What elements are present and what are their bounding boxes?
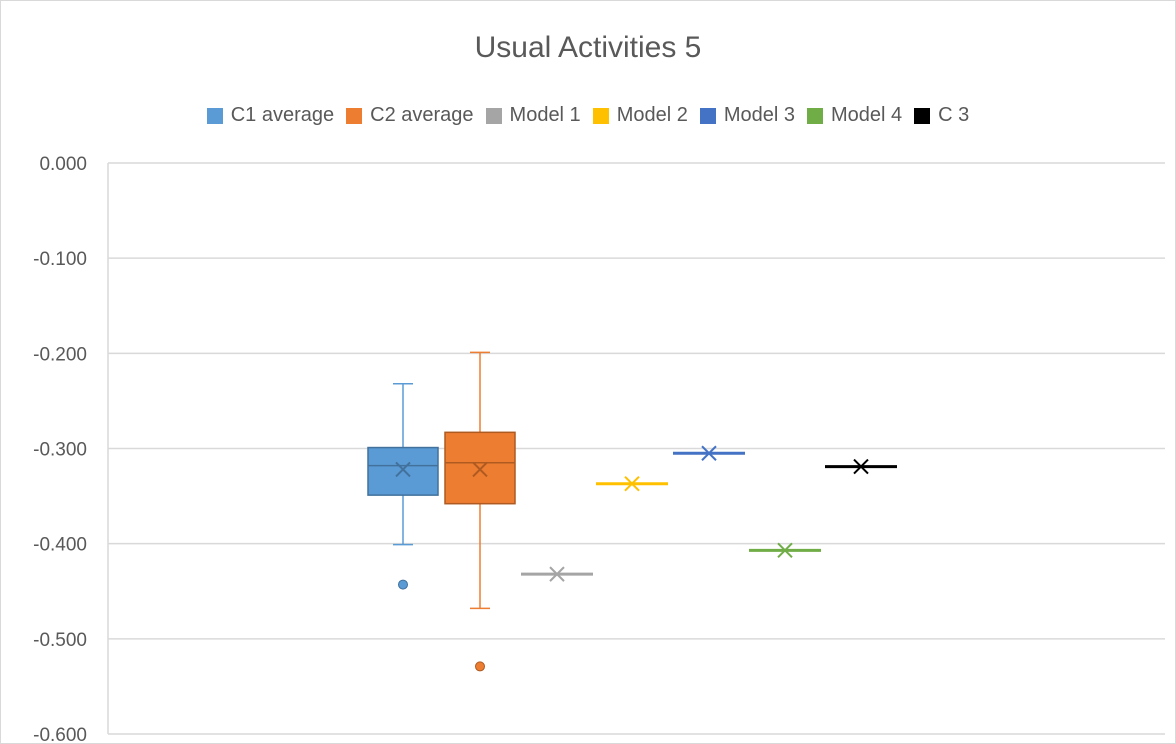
c2-average-outlier-point <box>475 661 485 672</box>
y-tick-label: -0.300 <box>33 440 87 461</box>
c2-average-box <box>444 431 516 505</box>
legend-swatch-model-2 <box>592 107 609 124</box>
c1-average-outlier-point <box>398 579 408 590</box>
legend-item-model-3: Model 3 <box>699 104 795 127</box>
c-3-mean-marker <box>853 458 869 475</box>
legend-swatch-c1-average <box>206 107 223 124</box>
chart-legend: C1 average C2 average Model 1 Model 2 Model … <box>1 104 1175 127</box>
legend-item-c2-average: C2 average <box>346 104 474 127</box>
legend-swatch-model-1 <box>485 107 502 124</box>
legend-label-c1-average: C1 average <box>230 104 335 126</box>
legend-label-c2-average: C2 average <box>370 104 474 126</box>
legend-item-model-2: Model 2 <box>592 104 688 127</box>
y-tick-label: -0.200 <box>33 344 87 365</box>
legend-item-model-1: Model 1 <box>485 104 581 127</box>
legend-swatch-model-4 <box>807 107 823 124</box>
y-tick-label: -0.400 <box>33 535 87 556</box>
c2-average-mean-marker <box>472 461 488 478</box>
legend-label-model-1: Model 1 <box>509 104 581 126</box>
legend-label-model-3: Model 3 <box>723 104 795 126</box>
y-tick-label: 0.000 <box>39 154 87 175</box>
c1-average-box <box>367 446 439 496</box>
legend-swatch-c2-average <box>346 107 363 124</box>
legend-item-c-3: C 3 <box>914 104 969 127</box>
chart-title: Usual Activities 5 <box>474 31 702 64</box>
legend-label-c-3: C 3 <box>938 104 970 126</box>
legend-item-model-4: Model 4 <box>807 104 902 127</box>
model-1-mean-marker <box>549 566 565 582</box>
legend-swatch-model-3 <box>699 107 716 124</box>
legend-item-c1-average: C1 average <box>206 104 335 127</box>
model-3-mean-marker <box>701 445 717 461</box>
y-tick-label: -0.500 <box>33 630 87 651</box>
legend-label-model-2: Model 2 <box>616 104 688 126</box>
legend-swatch-c-3 <box>914 107 931 124</box>
y-tick-label: -0.100 <box>33 249 87 270</box>
y-tick-label: -0.600 <box>33 725 87 743</box>
model-4-mean-marker <box>777 542 793 559</box>
legend-label-model-4: Model 4 <box>831 104 903 126</box>
model-2-mean-marker <box>624 476 640 492</box>
c1-average-mean-marker <box>395 461 411 478</box>
